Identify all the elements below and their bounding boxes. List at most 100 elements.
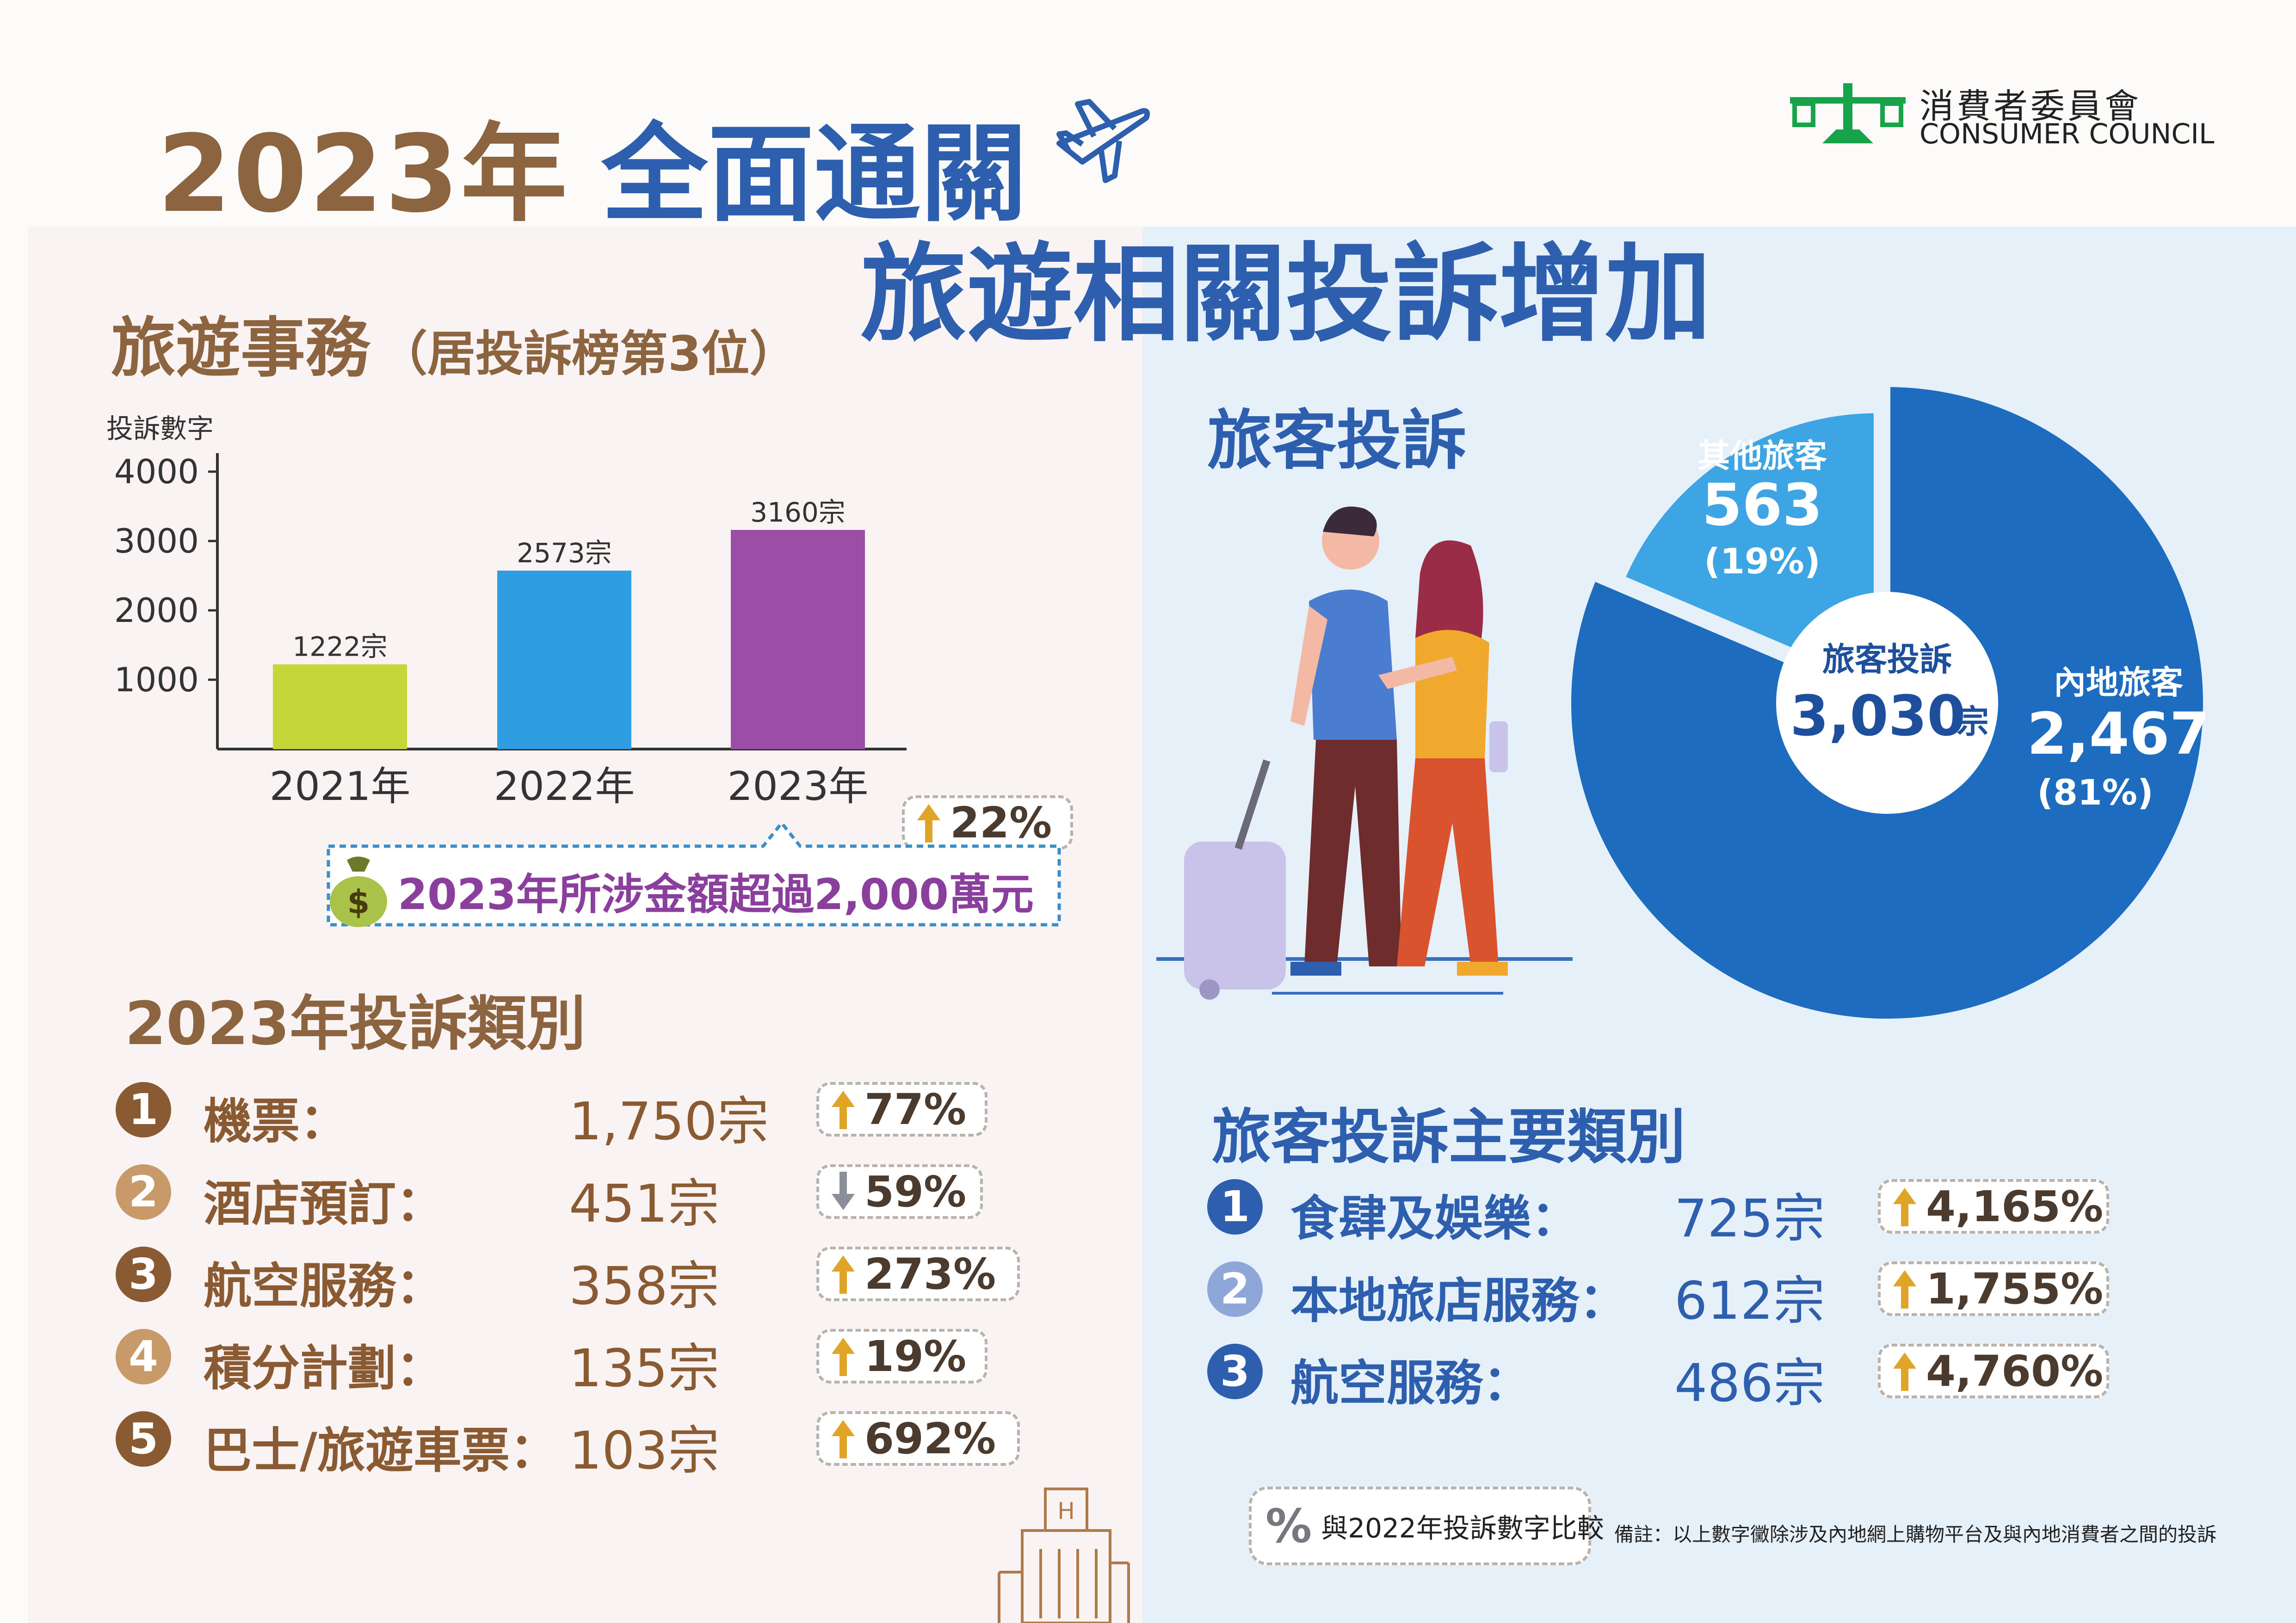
percent-icon: % [1265,1499,1312,1553]
arrow-up-icon [1893,1188,1916,1226]
pie-pct-mainland: (81%) [2037,772,2153,813]
bar [497,571,631,749]
logo-chinese-name: 消費者委員會 [1920,86,2142,126]
pie-slice [1568,380,2210,1025]
category-change-value: 59% [864,1167,967,1217]
comparison-legend: % 與2022年投訴數字比較 [1249,1487,1604,1565]
arrow-up-icon [832,1338,855,1376]
category-change-badge: 77% [816,1082,988,1137]
arrow-up-icon [832,1255,855,1294]
arrow-up-icon [917,804,940,842]
category-rank-badge: 4 [116,1329,171,1384]
category-count: 358宗 [569,1256,720,1316]
category-label: 巴士/旅遊車票： [204,1422,558,1479]
pie-slice [1617,406,1880,693]
category-rank-badge: 2 [116,1164,171,1220]
visitor-change-badge: 4,760% [1878,1344,2109,1398]
pie-pct-other: (19%) [1704,541,1820,582]
logo-english-name: CONSUMER COUNCIL [1920,118,2215,150]
bar [731,530,865,749]
visitor-rank-badge: 1 [1207,1179,1263,1235]
category-label: 機票： [204,1093,348,1150]
visitor-category-count: 725宗 [1674,1189,1825,1249]
title-year: 2023年 [157,113,569,236]
pie-center-label: 旅客投訴 [1822,640,1952,678]
arrow-up-icon [1893,1352,1916,1391]
travel-increase-value: 22% [950,798,1052,848]
travel-section-rank-note: （居投訴榜第3位） [379,326,798,382]
visitor-main-title: 旅客投訴主要類別 [1212,1103,1686,1172]
category-count: 451宗 [569,1174,720,1234]
pie-center-value: 3,030 [1790,684,1966,749]
svg-text:H: H [1057,1498,1075,1525]
category-label: 酒店預訂： [204,1175,444,1232]
visitor-category-count: 486宗 [1674,1353,1825,1414]
building-icon: H [998,1488,1130,1623]
x-category-label: 2023年 [728,763,869,810]
money-bag-icon: $ [330,856,387,927]
pie-label-mainland: 內地旅客 [2054,664,2183,701]
y-tick-label: 2000 [114,591,199,630]
pie-center-unit: 宗 [1957,703,1989,741]
arrow-up-icon [1893,1270,1916,1309]
visitor-category-label: 食肆及娛樂： [1290,1190,1580,1247]
category-change-badge: 692% [816,1411,1020,1466]
category-count: 103宗 [569,1421,720,1481]
category-change-value: 692% [864,1414,996,1463]
categories-2023-title: 2023年投訴類別 [125,990,586,1058]
category-change-value: 19% [864,1331,967,1381]
pie-value-other: 563 [1702,472,1823,539]
visitor-category-count: 612宗 [1674,1271,1825,1331]
visitor-category-label: 本地旅店服務： [1290,1273,1628,1329]
title-main: 全面通關 [601,113,1027,236]
category-change-badge: 273% [816,1247,1020,1301]
svg-text:$: $ [347,883,370,921]
travel-section-title: 旅遊事務 [111,311,370,386]
visitor-change-value: 1,755% [1926,1264,2104,1314]
visitor-rank-badge: 3 [1207,1344,1263,1399]
category-change-badge: 19% [816,1329,988,1383]
consumer-council-logo-icon [1790,83,1906,143]
bar-data-label: 3160宗 [750,497,846,528]
x-category-label: 2022年 [494,763,635,810]
visitor-change-badge: 1,755% [1878,1261,2109,1316]
chart-y-axis-label: 投訴數字 [106,413,214,444]
visitor-category-label: 航空服務： [1290,1355,1531,1411]
amount-note: 2023年所涉金額超過2,000萬元 [398,870,1034,919]
y-tick-label: 4000 [114,453,199,491]
visitor-section-title: 旅客投訴 [1207,403,1467,479]
y-tick-label: 1000 [114,660,199,699]
visitor-change-value: 4,165% [1926,1181,2104,1231]
pie-value-mainland: 2,467 [2027,701,2210,768]
visitor-change-badge: 4,165% [1878,1179,2109,1234]
category-count: 135宗 [569,1339,720,1399]
bar-chart: 1000 2000 3000 4000 1222宗 2021年 2573宗 2022年 3160… [114,453,907,810]
arrow-up-icon [832,1091,855,1129]
category-rank-badge: 1 [116,1082,171,1137]
comparison-legend-text: 與2022年投訴數字比較 [1321,1512,1604,1544]
bar [273,664,407,749]
category-label: 積分計劃： [204,1340,444,1396]
arrow-down-icon [832,1172,855,1210]
arrow-up-icon [832,1420,855,1458]
travelers-illustration [1156,506,1573,1000]
category-change-value: 77% [864,1084,967,1134]
category-change-value: 273% [864,1249,996,1299]
amount-callout-frame [327,820,1061,927]
travel-increase-badge: 22% [902,795,1073,850]
category-label: 航空服務： [204,1258,444,1314]
category-rank-badge: 5 [116,1411,171,1467]
category-change-badge: 59% [816,1164,983,1219]
pie-center-hole [1776,592,1998,814]
x-category-label: 2021年 [270,763,411,810]
pie-label-other: 其他旅客 [1697,437,1827,475]
footnote: 備註：以上數字黴除涉及內地網上購物平台及與內地消費者之間的投訴 [1614,1523,2217,1546]
title-sub: 旅遊相關投訴增加 [860,233,1712,357]
category-rank-badge: 3 [116,1247,171,1302]
bar-data-label: 2573宗 [517,537,612,569]
airplane-icon [1056,99,1150,183]
visitor-change-value: 4,760% [1926,1346,2104,1396]
category-count: 1,750宗 [569,1092,769,1152]
y-tick-label: 3000 [114,522,199,560]
